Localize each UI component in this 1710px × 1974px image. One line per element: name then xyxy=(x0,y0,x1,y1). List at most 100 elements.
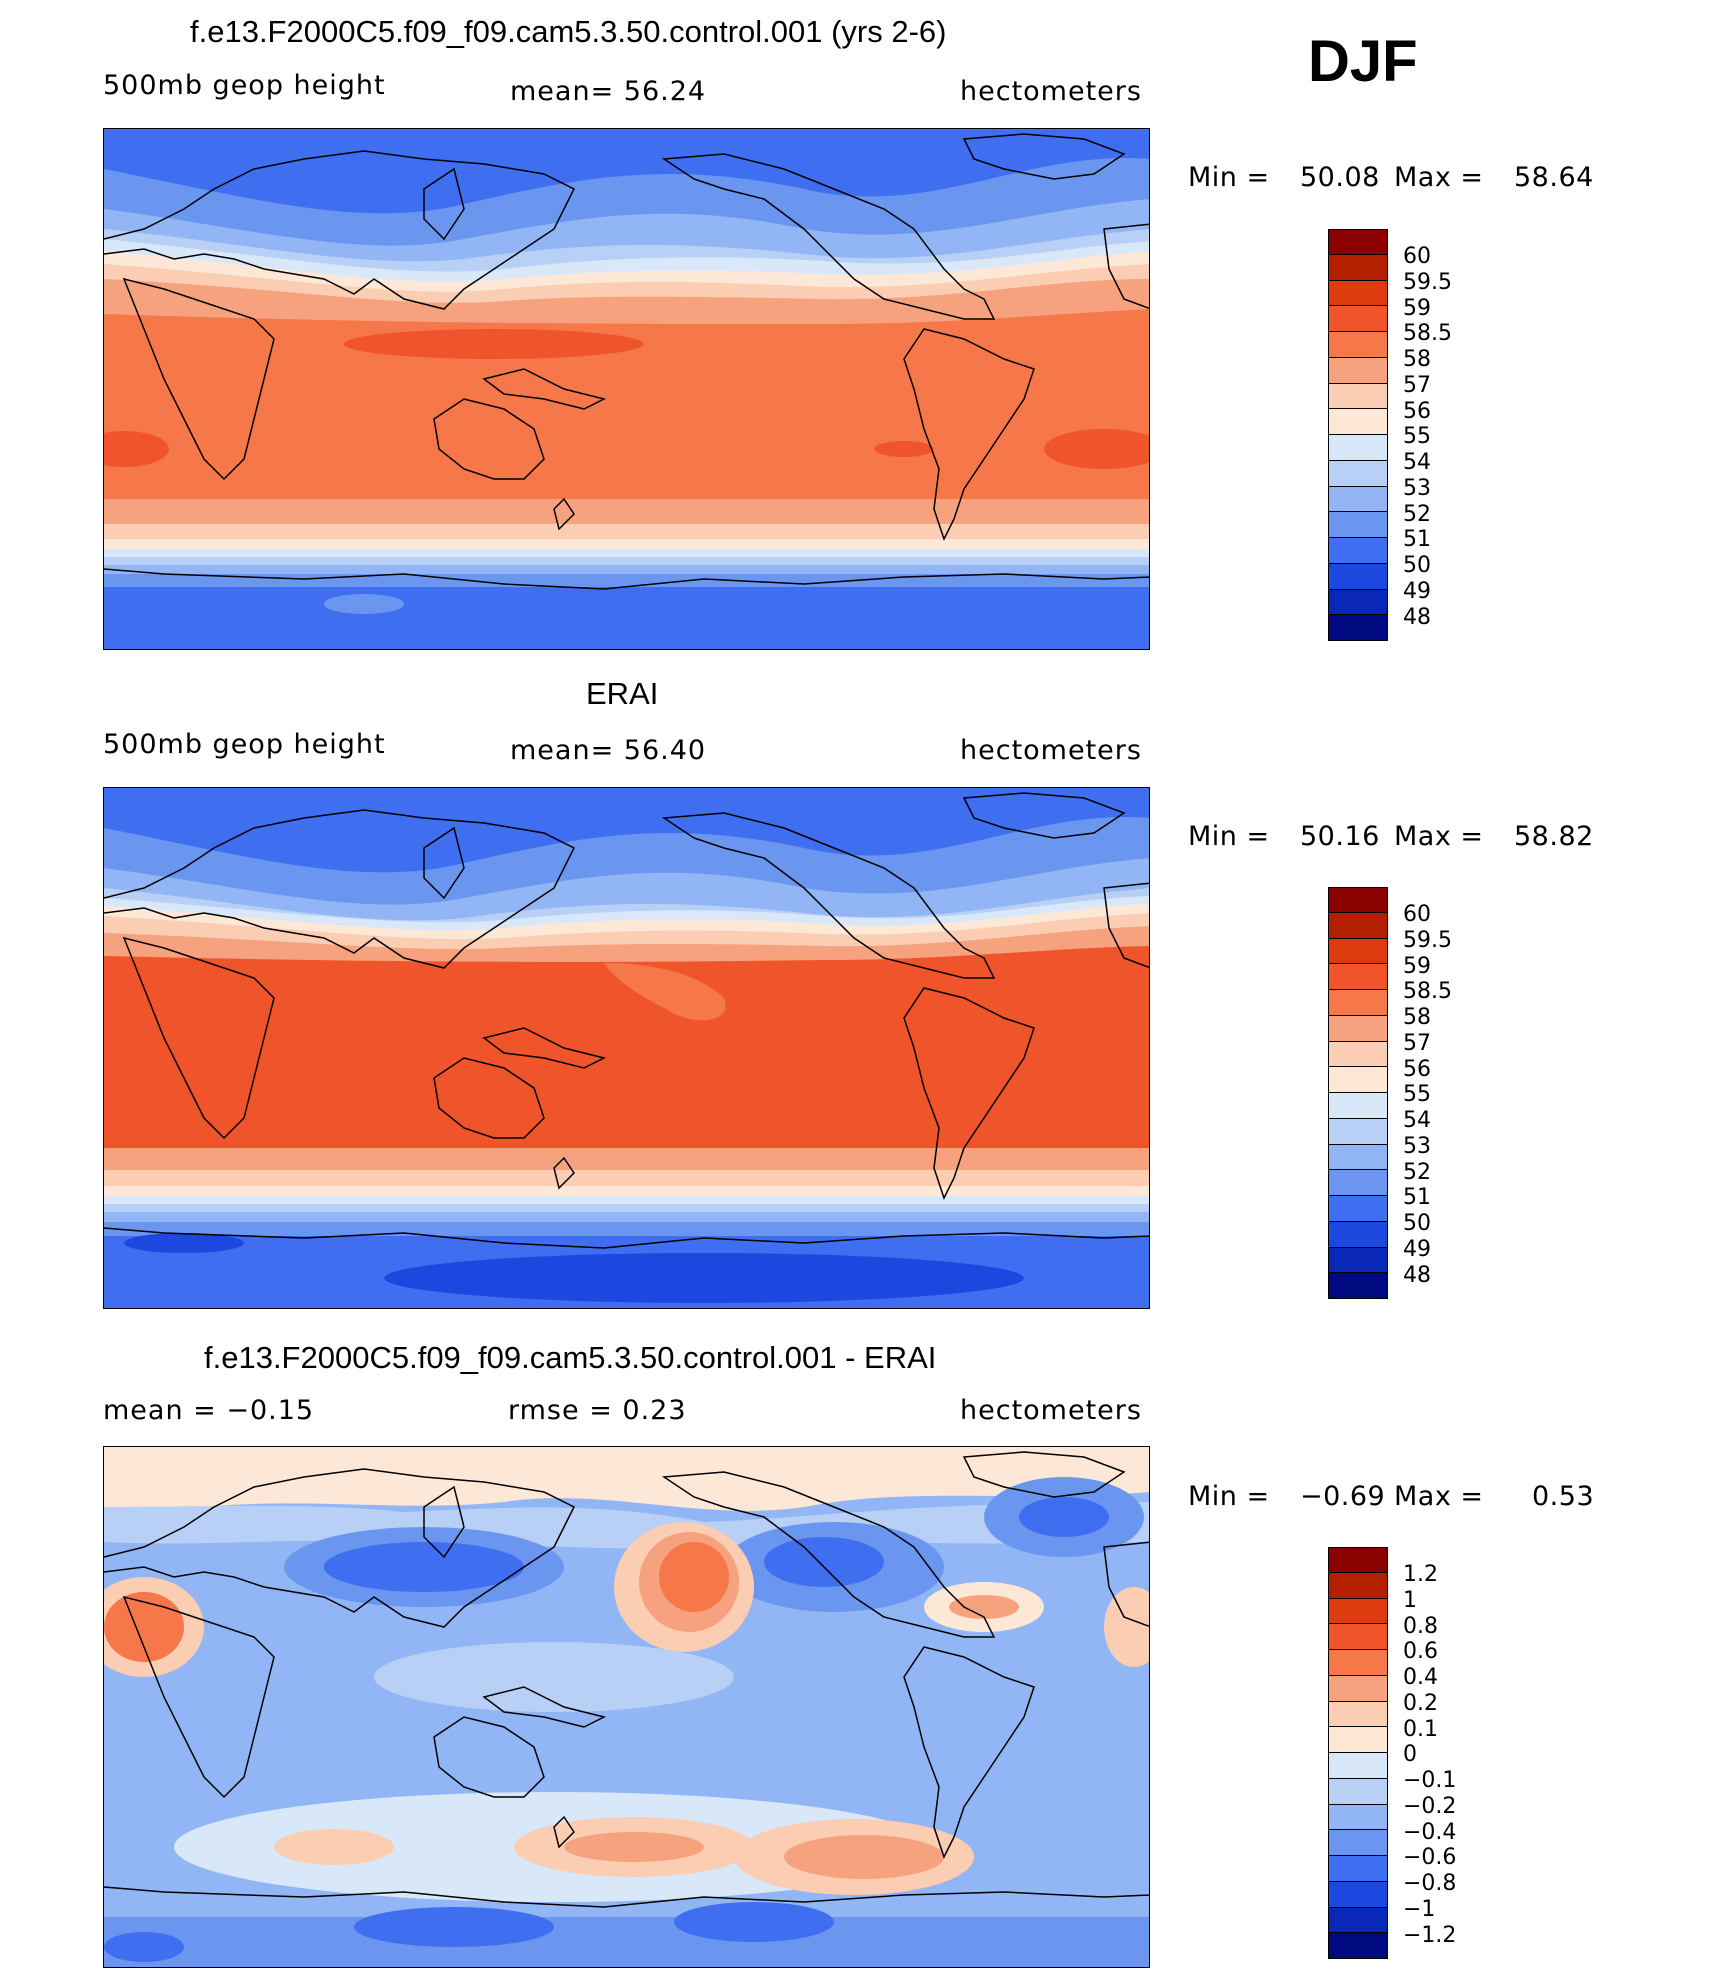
panel3-legend-label: −0.1 xyxy=(1403,1768,1457,1793)
panel2-coastlines xyxy=(104,792,1149,1249)
panel2-legend-label: 50 xyxy=(1403,1211,1431,1236)
panel3-rmse-label: rmse = 0.23 xyxy=(508,1395,687,1426)
panel1-legend-label: 49 xyxy=(1403,579,1431,604)
panel2-legend-label: 49 xyxy=(1403,1237,1431,1262)
panel2-colorbar: 60 59.5 59 58.5 58 57 56 55 54 53 52 51 … xyxy=(1328,887,1452,1299)
panel1-max-label: Max = xyxy=(1394,162,1484,193)
panel3-max-value: 0.53 xyxy=(1532,1481,1595,1512)
panel1-legend-label: 55 xyxy=(1403,424,1431,449)
colorbar-swatch xyxy=(1328,538,1388,564)
panel3-legend-label: −1.2 xyxy=(1403,1923,1457,1948)
colorbar-swatch xyxy=(1328,1830,1388,1856)
colorbar-swatch xyxy=(1328,512,1388,538)
panel2-legend-label: 58 xyxy=(1403,1005,1431,1030)
panel1-mean-label: mean= 56.24 xyxy=(510,76,707,107)
colorbar-swatch xyxy=(1328,357,1388,384)
panel3-legend-label: 0 xyxy=(1403,1742,1417,1767)
panel3-legend-label: −1 xyxy=(1403,1897,1436,1922)
colorbar-swatch xyxy=(1328,1015,1388,1042)
panel1-units-label: hectometers xyxy=(960,76,1142,107)
panel1-legend-label: 54 xyxy=(1403,450,1431,475)
panel1-variable-label: 500mb geop height xyxy=(103,70,386,101)
panel3-min-value: −0.69 xyxy=(1300,1481,1386,1512)
colorbar-swatch xyxy=(1328,887,1388,913)
panel1-legend-label: 60 xyxy=(1403,244,1431,269)
colorbar-swatch xyxy=(1328,1093,1388,1119)
panel2-title: ERAI xyxy=(586,676,659,711)
panel2-legend-label: 60 xyxy=(1403,902,1431,927)
panel1-legend-label: 59.5 xyxy=(1403,270,1452,295)
colorbar-swatch xyxy=(1328,1881,1388,1908)
colorbar-swatch xyxy=(1328,615,1388,641)
panel2-legend-label: 58.5 xyxy=(1403,979,1452,1004)
panel1-legend-label: 53 xyxy=(1403,476,1431,501)
panel1-legend-label: 52 xyxy=(1403,502,1431,527)
panel1-map xyxy=(103,128,1150,650)
panel3-legend-label: 1.2 xyxy=(1403,1562,1438,1587)
colorbar-swatch xyxy=(1328,990,1388,1016)
colorbar-swatch xyxy=(1328,964,1388,990)
panel2-legend-label: 59 xyxy=(1403,954,1431,979)
colorbar-swatch xyxy=(1328,1196,1388,1222)
panel3-title: f.e13.F2000C5.f09_f09.cam5.3.50.control.… xyxy=(204,1340,937,1375)
panel1-max-value: 58.64 xyxy=(1514,162,1594,193)
colorbar-swatch xyxy=(1328,1221,1388,1248)
panel1-title: f.e13.F2000C5.f09_f09.cam5.3.50.control.… xyxy=(190,14,947,49)
panel3-units-label: hectometers xyxy=(960,1395,1142,1426)
colorbar-swatch xyxy=(1328,912,1388,939)
colorbar-swatch xyxy=(1328,1856,1388,1882)
panel2-max-label: Max = xyxy=(1394,821,1484,852)
panel3-map xyxy=(103,1446,1150,1968)
panel3-colorbar: 1.2 1 0.8 0.6 0.4 0.2 0.1 0 −0.1 −0.2 −0… xyxy=(1328,1547,1456,1959)
colorbar-swatch xyxy=(1328,1118,1388,1145)
panel2-legend-label: 59.5 xyxy=(1403,928,1452,953)
panel1-legend-label: 56 xyxy=(1403,399,1431,424)
colorbar-swatch xyxy=(1328,1598,1388,1625)
colorbar-swatch xyxy=(1328,1675,1388,1702)
panel3-legend-label: 0.6 xyxy=(1403,1639,1438,1664)
colorbar-swatch xyxy=(1328,1247,1388,1274)
panel3-legend-label: −0.4 xyxy=(1403,1820,1457,1845)
colorbar-swatch xyxy=(1328,1778,1388,1805)
panel3-min-label: Min = xyxy=(1188,1481,1270,1512)
panel3-legend-label: 0.2 xyxy=(1403,1691,1438,1716)
colorbar-swatch xyxy=(1328,1804,1388,1831)
panel2-legend-label: 48 xyxy=(1403,1263,1431,1288)
panel2-legend-label: 51 xyxy=(1403,1185,1431,1210)
colorbar-swatch xyxy=(1328,306,1388,332)
panel2-min-label: Min = xyxy=(1188,821,1270,852)
colorbar-swatch xyxy=(1328,1753,1388,1779)
panel3-legend-label: 0.8 xyxy=(1403,1614,1438,1639)
colorbar-swatch xyxy=(1328,1624,1388,1650)
panel3-mean-label: mean = −0.15 xyxy=(103,1395,315,1426)
panel2-legend-label: 57 xyxy=(1403,1031,1431,1056)
panel1-legend-label: 59 xyxy=(1403,296,1431,321)
colorbar-swatch xyxy=(1328,1572,1388,1599)
colorbar-swatch xyxy=(1328,229,1388,255)
panel2-units-label: hectometers xyxy=(960,735,1142,766)
colorbar-swatch xyxy=(1328,1144,1388,1171)
colorbar-swatch xyxy=(1328,1170,1388,1196)
panel1-legend-label: 58.5 xyxy=(1403,321,1452,346)
panel2-min-value: 50.16 xyxy=(1300,821,1380,852)
colorbar-swatch xyxy=(1328,254,1388,281)
colorbar-swatch xyxy=(1328,1727,1388,1753)
panel2-max-value: 58.82 xyxy=(1514,821,1594,852)
panel3-legend-label: 0.1 xyxy=(1403,1717,1438,1742)
panel1-legend-label: 58 xyxy=(1403,347,1431,372)
colorbar-swatch xyxy=(1328,1547,1388,1573)
panel3-legend-label: 1 xyxy=(1403,1588,1417,1613)
panel1-min-label: Min = xyxy=(1188,162,1270,193)
colorbar-swatch xyxy=(1328,1933,1388,1959)
panel1-coastlines xyxy=(104,133,1149,590)
panel2-mean-label: mean= 56.40 xyxy=(510,735,707,766)
colorbar-swatch xyxy=(1328,1650,1388,1676)
colorbar-swatch xyxy=(1328,938,1388,965)
panel1-colorbar: 60 59.5 59 58.5 58 57 56 55 54 53 52 51 … xyxy=(1328,229,1452,641)
colorbar-swatch xyxy=(1328,280,1388,307)
panel2-legend-label: 53 xyxy=(1403,1134,1431,1159)
panel2-variable-label: 500mb geop height xyxy=(103,729,386,760)
panel1-contour-field xyxy=(104,129,1149,649)
panel3-legend-label: −0.8 xyxy=(1403,1871,1457,1896)
colorbar-swatch xyxy=(1328,1067,1388,1093)
